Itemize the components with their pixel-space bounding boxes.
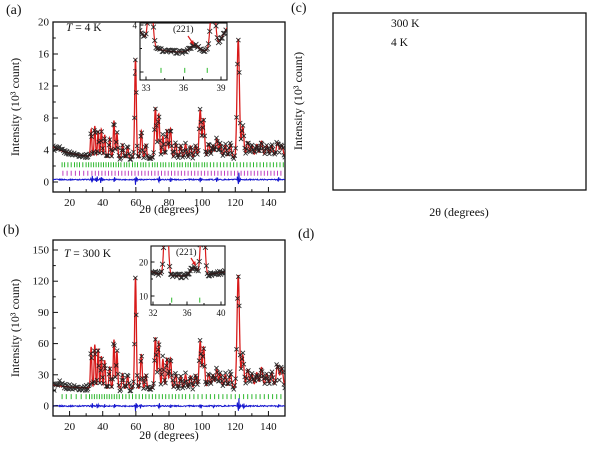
svg-text:12: 12 bbox=[38, 81, 49, 93]
panel-a-inset-plot bbox=[140, 23, 227, 73]
svg-text:100: 100 bbox=[194, 197, 211, 209]
temperature-value: = 4 K bbox=[72, 22, 102, 34]
panel-b-inset-plot bbox=[151, 246, 225, 303]
svg-text:20: 20 bbox=[64, 421, 76, 433]
observed-markers bbox=[53, 274, 285, 394]
bragg-ticks-row-1 bbox=[62, 170, 282, 176]
panel-c-x-axis-title: 2θ (degrees) bbox=[429, 205, 489, 219]
temperature-symbol: T bbox=[64, 248, 71, 260]
panel-a-inset-peak-label: (221) bbox=[173, 25, 194, 35]
svg-text:32: 32 bbox=[149, 308, 158, 318]
temperature-value: = 300 K bbox=[70, 248, 112, 260]
svg-text:120: 120 bbox=[227, 197, 244, 209]
inset-observed-markers bbox=[151, 246, 225, 281]
svg-text:33: 33 bbox=[142, 83, 152, 93]
inset-bragg-ticks bbox=[171, 297, 201, 303]
temperature-symbol: T bbox=[66, 22, 73, 34]
svg-text:30: 30 bbox=[38, 369, 50, 381]
svg-text:20: 20 bbox=[139, 258, 149, 268]
svg-text:80: 80 bbox=[163, 421, 175, 433]
svg-text:2: 2 bbox=[133, 68, 138, 78]
svg-text:60: 60 bbox=[38, 338, 50, 350]
panel-b-temperature-annotation: T = 300 K bbox=[64, 248, 112, 261]
panel-b-y-axis-title: Intensity (10³ count) bbox=[8, 278, 22, 378]
svg-text:0: 0 bbox=[44, 401, 50, 413]
svg-text:90: 90 bbox=[38, 307, 50, 319]
bragg-ticks-row-0 bbox=[61, 162, 284, 168]
svg-text:120: 120 bbox=[227, 421, 244, 433]
svg-text:8: 8 bbox=[44, 113, 50, 125]
panel-a-x-axis-title: 2θ (degrees) bbox=[139, 202, 199, 216]
bragg-ticks-row-0 bbox=[61, 394, 282, 400]
svg-text:20: 20 bbox=[38, 17, 50, 29]
difference-curve bbox=[53, 172, 285, 185]
svg-text:0: 0 bbox=[44, 177, 50, 189]
svg-text:36: 36 bbox=[179, 83, 189, 93]
svg-text:40: 40 bbox=[217, 308, 227, 318]
svg-text:36: 36 bbox=[183, 308, 193, 318]
svg-text:140: 140 bbox=[260, 421, 277, 433]
legend-item-4K: 4 K bbox=[391, 37, 408, 49]
panel-b-inset-peak-label: (221) bbox=[176, 248, 197, 258]
svg-text:150: 150 bbox=[33, 245, 50, 257]
svg-text:16: 16 bbox=[38, 49, 50, 61]
panel-d-label: (d) bbox=[298, 227, 315, 242]
svg-text:100: 100 bbox=[194, 421, 211, 433]
panel-c-label: (c) bbox=[291, 1, 307, 16]
panel-a-inset-peak-arrow bbox=[187, 35, 194, 45]
observed-markers bbox=[53, 37, 285, 162]
panel-a-temperature-annotation: T = 4 K bbox=[66, 22, 102, 35]
panel-b-x-axis-title: 2θ (degrees) bbox=[139, 428, 199, 442]
svg-text:80: 80 bbox=[163, 197, 175, 209]
svg-text:4: 4 bbox=[133, 21, 138, 31]
difference-curve bbox=[53, 398, 285, 412]
panel-c-y-axis-title: Intensity (10³ count) bbox=[291, 51, 305, 151]
svg-text:10: 10 bbox=[139, 292, 149, 302]
panel-a-inset: 33 36 39 2 4 bbox=[133, 21, 228, 93]
inset-bragg-ticks bbox=[160, 67, 208, 73]
panel-b-plot bbox=[53, 274, 285, 412]
svg-text:20: 20 bbox=[64, 197, 76, 209]
panel-a-plot bbox=[53, 37, 285, 185]
inset-observed-markers bbox=[140, 23, 227, 56]
svg-text:60: 60 bbox=[130, 197, 142, 209]
panel-b-label: (b) bbox=[3, 223, 20, 238]
panel-a-y-axis-title: Intensity (10³ count) bbox=[8, 57, 22, 157]
panel-a-label: (a) bbox=[6, 3, 22, 18]
panel-b-inset-peak-arrow bbox=[190, 257, 196, 266]
svg-text:60: 60 bbox=[130, 421, 142, 433]
svg-text:40: 40 bbox=[97, 197, 109, 209]
svg-text:140: 140 bbox=[260, 197, 277, 209]
svg-text:120: 120 bbox=[33, 276, 50, 288]
panel-b-inset: 32 36 40 10 20 bbox=[139, 245, 227, 318]
svg-text:39: 39 bbox=[217, 83, 227, 93]
svg-text:40: 40 bbox=[97, 421, 109, 433]
svg-text:4: 4 bbox=[44, 145, 50, 157]
legend-item-300K: 300 K bbox=[391, 18, 420, 30]
panel-c bbox=[332, 12, 587, 191]
